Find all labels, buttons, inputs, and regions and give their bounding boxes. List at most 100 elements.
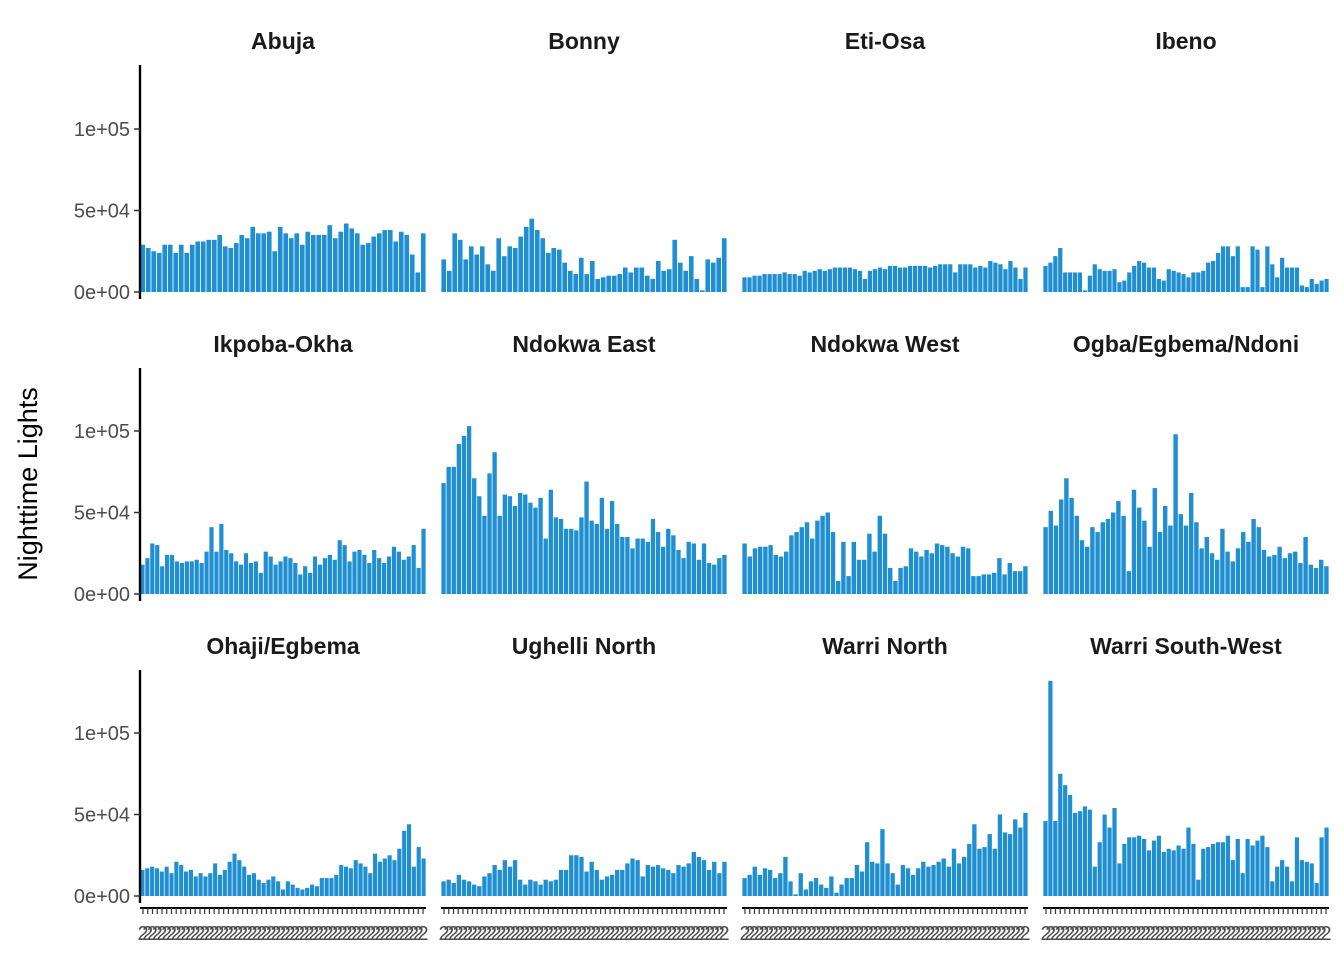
- x-tick-label: 2: [915, 923, 926, 945]
- bar: [382, 230, 388, 292]
- bar: [742, 543, 747, 594]
- bar: [579, 856, 584, 896]
- bar: [217, 874, 223, 896]
- x-tick-label: 2: [891, 923, 902, 945]
- x-tick-label: 2: [849, 923, 860, 945]
- bar: [219, 523, 224, 594]
- x-tick-label: 2: [647, 923, 658, 945]
- bar: [272, 251, 278, 292]
- bar: [234, 561, 239, 594]
- bar: [244, 238, 250, 292]
- x-tick-label: 2: [944, 923, 955, 945]
- x-tick-label: 2: [1112, 923, 1123, 945]
- bar: [160, 566, 165, 594]
- bar: [512, 247, 518, 292]
- bar: [314, 886, 319, 896]
- bar: [1176, 272, 1181, 292]
- bar: [716, 257, 722, 292]
- bar: [451, 466, 456, 594]
- x-tick-label: 2: [811, 923, 822, 945]
- bar: [977, 848, 982, 896]
- bar: [540, 238, 546, 292]
- bar: [611, 275, 617, 292]
- facet-panels: Abuja Bonny Eti-Osa Ibeno Ikpoba-Okha Ndokwa …: [74, 28, 1332, 945]
- bar: [1215, 842, 1221, 896]
- x-tick-label: 2: [796, 923, 807, 945]
- bar: [1289, 267, 1295, 292]
- bar: [1294, 267, 1300, 292]
- bar: [615, 869, 620, 896]
- x-tick-label: 2: [1311, 923, 1322, 945]
- bar: [1058, 773, 1063, 896]
- bar: [308, 572, 313, 594]
- bar: [293, 563, 298, 594]
- facet-panel: Ughelli North222222222222222222222222222…: [438, 633, 729, 945]
- bar: [523, 494, 528, 594]
- bar: [794, 532, 799, 594]
- x-tick-label: 2: [213, 923, 224, 945]
- bar: [620, 869, 625, 896]
- x-tick-label: 2: [438, 923, 449, 945]
- bar: [712, 861, 717, 896]
- bar: [1142, 520, 1147, 594]
- bar: [931, 865, 936, 896]
- bar: [518, 236, 524, 292]
- bar: [556, 249, 562, 292]
- bar: [237, 860, 242, 896]
- facet-panel: Bonny: [441, 28, 727, 292]
- bar: [757, 546, 763, 594]
- bar: [1324, 827, 1329, 896]
- x-tick-label: 2: [633, 923, 644, 945]
- bar: [699, 290, 705, 292]
- bar: [321, 234, 327, 292]
- bar: [211, 239, 217, 292]
- bar: [1121, 515, 1126, 594]
- bar: [354, 233, 360, 292]
- bar: [854, 865, 860, 896]
- x-tick-label: 2: [379, 923, 390, 945]
- bar: [870, 861, 875, 896]
- x-tick-label: 2: [1045, 923, 1056, 945]
- bar: [961, 856, 967, 896]
- bar: [1095, 532, 1100, 594]
- bar: [1270, 264, 1275, 292]
- bar: [691, 543, 696, 594]
- bar: [393, 241, 399, 292]
- bar: [1068, 272, 1073, 292]
- bar: [178, 244, 184, 292]
- x-tick-label: 2: [495, 923, 506, 945]
- bar: [538, 497, 543, 594]
- bar: [441, 259, 447, 292]
- bar: [1318, 559, 1324, 594]
- bar: [820, 515, 825, 594]
- bar: [472, 884, 477, 896]
- bar: [468, 246, 474, 292]
- x-tick-label: 2: [280, 923, 291, 945]
- bar: [312, 556, 318, 594]
- x-tick-label: 2: [676, 923, 687, 945]
- x-tick-label: 2: [590, 923, 601, 945]
- x-tick-label: 2: [1069, 923, 1080, 945]
- bar: [482, 876, 487, 896]
- bar: [1211, 261, 1216, 292]
- bar: [446, 270, 452, 292]
- bar: [1220, 246, 1226, 292]
- x-tick-label: 2: [1221, 923, 1232, 945]
- bar: [319, 878, 324, 896]
- bar: [834, 892, 839, 896]
- bar: [933, 265, 938, 292]
- bar: [1064, 478, 1069, 594]
- bar: [1250, 845, 1255, 896]
- bar: [1250, 246, 1255, 292]
- bar: [650, 278, 656, 292]
- bar: [1245, 287, 1250, 292]
- bar: [195, 241, 201, 292]
- bar: [1063, 785, 1068, 896]
- bar: [671, 873, 676, 896]
- x-tick-label: 2: [1173, 923, 1184, 945]
- facet-title: Bonny: [548, 28, 620, 54]
- x-tick-label: 2: [782, 923, 793, 945]
- x-tick-label: 2: [614, 923, 625, 945]
- bar: [1303, 536, 1308, 594]
- bar: [327, 554, 332, 594]
